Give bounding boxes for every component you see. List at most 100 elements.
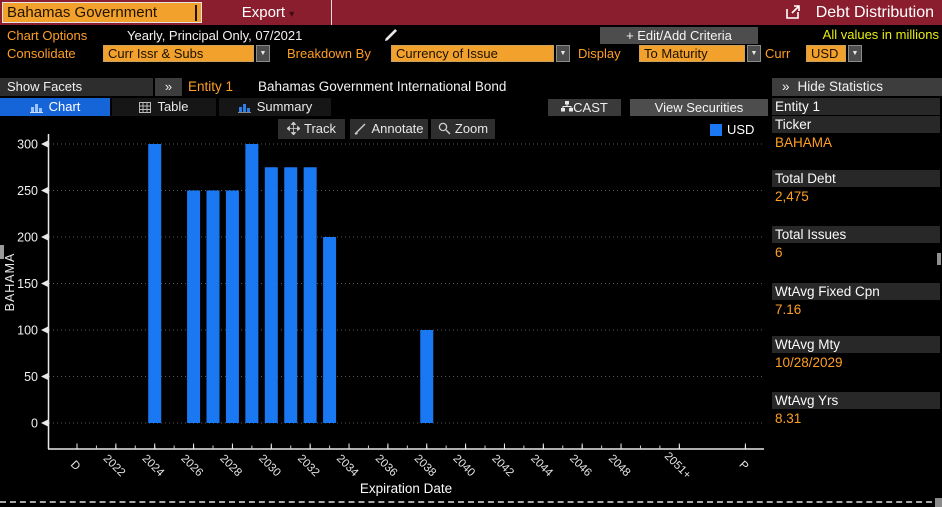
y-tick-arrow-icon xyxy=(41,280,48,287)
bar-2038[interactable] xyxy=(420,330,434,423)
view-securities-button[interactable]: View Securities xyxy=(630,99,768,116)
bar-2030[interactable] xyxy=(264,167,278,423)
y-tick-label-0: 0 xyxy=(31,417,38,431)
stat-value-wtavg-yrs: 8.31 xyxy=(775,411,802,426)
consolidate-select[interactable]: Curr Issr & Subs xyxy=(103,45,254,62)
x-tick-label-2044: 2044 xyxy=(528,453,555,480)
tab-chart[interactable]: Chart xyxy=(0,98,110,116)
bar-2026[interactable] xyxy=(187,190,201,424)
display-select[interactable]: To Maturity xyxy=(639,45,745,62)
annotate-button[interactable]: Annotate xyxy=(350,119,428,139)
cast-button[interactable]: CAST xyxy=(548,99,621,116)
legend-label-usd: USD xyxy=(727,122,755,137)
annotate-pencil-icon xyxy=(354,123,367,138)
x-tick-label-2022: 2022 xyxy=(101,453,128,480)
magnifier-icon xyxy=(438,122,451,138)
entity-label: Entity 1 xyxy=(188,79,234,94)
annotate-label: Annotate xyxy=(371,121,424,136)
window-bottom-edge xyxy=(0,501,942,503)
y-tick-label-300: 300 xyxy=(17,138,38,152)
hide-statistics-button[interactable]: » Hide Statistics xyxy=(772,78,942,96)
scrollbar-thumb[interactable] xyxy=(937,253,941,265)
values-in-millions-note: All values in millions xyxy=(822,27,939,42)
collapse-chevron: » xyxy=(782,79,790,94)
table-grid-icon xyxy=(139,100,152,118)
bar-2031[interactable] xyxy=(284,167,298,423)
chart-legend[interactable]: USD xyxy=(710,122,754,138)
stat-value-total-debt: 2,475 xyxy=(775,189,809,204)
breakdown-by-select[interactable]: Currency of Issue xyxy=(391,45,554,62)
tab-summary-label: Summary xyxy=(256,99,313,114)
bar-2032[interactable] xyxy=(303,167,317,423)
org-chart-icon xyxy=(561,100,574,115)
display-select-arrow-icon[interactable]: ▼ xyxy=(747,45,761,62)
track-label: Track xyxy=(303,121,337,136)
y-tick-arrow-icon xyxy=(41,187,48,194)
app-title-area: Debt Distribution xyxy=(785,0,934,25)
security-ticker-text: Bahamas Government xyxy=(7,4,158,21)
x-tick-label-2034: 2034 xyxy=(334,453,361,480)
edit-pencil-icon[interactable] xyxy=(383,27,399,48)
zoom-button[interactable]: Zoom xyxy=(431,119,495,139)
export-label: Export xyxy=(241,4,286,21)
x-tick-label-2046: 2046 xyxy=(567,453,594,480)
consolidate-label: Consolidate xyxy=(7,46,76,61)
curr-select-arrow-icon[interactable]: ▼ xyxy=(848,45,862,62)
cast-label: CAST xyxy=(573,100,608,115)
x-tick-label-2048: 2048 xyxy=(606,453,633,480)
curr-select[interactable]: USD xyxy=(806,45,846,62)
x-tick-label-2030: 2030 xyxy=(256,453,283,480)
y-axis-title: BAHAMA xyxy=(3,253,17,312)
track-button[interactable]: Track xyxy=(278,119,345,139)
facets-expand-chevron[interactable]: » xyxy=(155,78,182,96)
y-tick-label-50: 50 xyxy=(24,370,38,384)
x-tick-label-2051+: 2051+ xyxy=(662,450,694,482)
tab-table-label: Table xyxy=(157,99,189,114)
export-button[interactable]: Export ▾ xyxy=(205,0,332,25)
caret-down-icon: ▾ xyxy=(289,9,295,20)
curr-label: Curr xyxy=(765,46,791,61)
security-ticker-input[interactable]: Bahamas Government xyxy=(2,2,202,23)
x-tick-label-2032: 2032 xyxy=(295,453,322,480)
y-tick-label-250: 250 xyxy=(17,184,38,198)
facets-panel-handle[interactable] xyxy=(0,245,4,259)
zoom-label: Zoom xyxy=(454,121,489,136)
y-tick-arrow-icon xyxy=(41,373,48,380)
tab-chart-label: Chart xyxy=(48,99,81,114)
y-tick-arrow-icon xyxy=(41,419,48,427)
expiration-bar-chart: 0 50 100 150 200 250 300 D 2022 2024 2026 2028 2030 2… xyxy=(3,134,764,496)
chart-options-label[interactable]: Chart Options xyxy=(7,28,88,43)
bar-2028[interactable] xyxy=(225,190,239,424)
bar-2027[interactable] xyxy=(206,190,220,424)
y-tick-label-150: 150 xyxy=(17,277,38,291)
bar-chart-icon xyxy=(29,100,43,118)
show-facets-button[interactable]: Show Facets xyxy=(0,78,153,96)
consolidate-select-arrow-icon[interactable]: ▼ xyxy=(256,45,270,62)
y-tick-arrow-icon xyxy=(41,233,48,241)
window-resize-corner[interactable] xyxy=(935,498,942,507)
x-tick-label-2026: 2026 xyxy=(178,453,205,480)
edit-add-criteria-button[interactable]: + Edit/Add Criteria xyxy=(600,27,758,44)
stat-value-total-issues: 6 xyxy=(775,245,783,260)
display-label: Display xyxy=(578,46,621,61)
bar-2029[interactable] xyxy=(245,144,259,423)
breakdown-by-select-arrow-icon[interactable]: ▼ xyxy=(556,45,570,62)
legend-swatch-usd xyxy=(710,124,722,136)
text-cursor xyxy=(195,5,197,21)
stats-entity-header: Entity 1 xyxy=(772,98,940,115)
share-export-icon[interactable] xyxy=(785,3,801,28)
stat-label-wtavg-mty: WtAvg Mty xyxy=(772,336,940,353)
breakdown-by-label: Breakdown By xyxy=(287,46,371,61)
stat-value-wtavg-fixed-cpn: 7.16 xyxy=(775,302,802,317)
bar-2024[interactable] xyxy=(148,144,162,423)
tab-table[interactable]: Table xyxy=(112,98,216,116)
x-tick-label-2038: 2038 xyxy=(412,453,439,480)
stat-label-ticker: Ticker xyxy=(772,116,940,133)
x-tick-label-2028: 2028 xyxy=(217,453,244,480)
tab-summary[interactable]: Summary xyxy=(219,98,331,116)
x-tick-label-2036: 2036 xyxy=(373,453,400,480)
bar-2033[interactable] xyxy=(323,237,337,423)
x-tick-label-D: D xyxy=(68,459,82,473)
page-title: Debt Distribution xyxy=(815,4,934,21)
